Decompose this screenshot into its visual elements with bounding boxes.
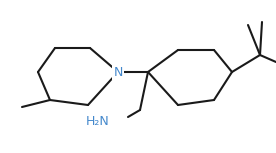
Text: H₂N: H₂N xyxy=(86,114,110,127)
Text: N: N xyxy=(113,65,123,78)
